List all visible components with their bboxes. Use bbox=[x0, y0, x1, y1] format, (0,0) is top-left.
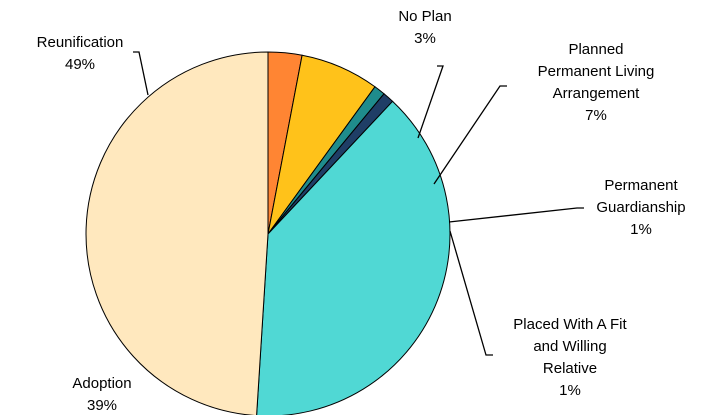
slice-name-label: No Plan bbox=[398, 8, 451, 25]
slice-name-label: and Willing bbox=[533, 338, 606, 355]
label-permanent-guardianship: Permanent Guardianship 1% bbox=[596, 177, 685, 238]
slice-value-label: 7% bbox=[585, 107, 607, 124]
slice-name-label: Placed With A Fit bbox=[513, 316, 627, 333]
slice-value-label: 39% bbox=[87, 397, 117, 414]
label-reunification: Reunification 49% bbox=[37, 34, 124, 73]
slice-name-label: Arrangement bbox=[553, 85, 641, 102]
slice-name-label: Planned bbox=[568, 41, 623, 58]
leader-lines bbox=[133, 51, 584, 356]
slice-value-label: 1% bbox=[630, 221, 652, 238]
slice-name-label: Reunification bbox=[37, 34, 124, 51]
label-adoption: Adoption 39% bbox=[72, 375, 131, 414]
slice-labels: No Plan 3% Planned Permanent Living Arrangem… bbox=[37, 8, 686, 414]
leader-line-planned-permanent-living-arrangement bbox=[433, 85, 507, 185]
slice-name-label: Guardianship bbox=[596, 199, 685, 216]
label-placed-with-relative: Placed With A Fit and Willing Relative 1% bbox=[513, 316, 627, 399]
slice-name-label: Adoption bbox=[72, 375, 131, 392]
leader-line-placed-with-relative bbox=[449, 230, 493, 356]
label-no-plan: No Plan 3% bbox=[398, 8, 451, 47]
leader-line-reunification bbox=[133, 51, 149, 96]
slice-reunification bbox=[85, 51, 269, 415]
label-planned-permanent-living-arrangement: Planned Permanent Living Arrangement 7% bbox=[538, 41, 655, 124]
slice-adoption bbox=[256, 100, 451, 415]
slice-name-label: Permanent bbox=[604, 177, 678, 194]
slice-value-label: 49% bbox=[65, 56, 95, 73]
pie-slices bbox=[85, 51, 451, 415]
slice-name-label: Permanent Living bbox=[538, 63, 655, 80]
leader-line-no-plan bbox=[417, 65, 444, 139]
slice-name-label: Relative bbox=[543, 360, 597, 377]
slice-value-label: 1% bbox=[559, 382, 581, 399]
leader-line-permanent-guardianship bbox=[448, 207, 584, 223]
slice-value-label: 3% bbox=[414, 30, 436, 47]
